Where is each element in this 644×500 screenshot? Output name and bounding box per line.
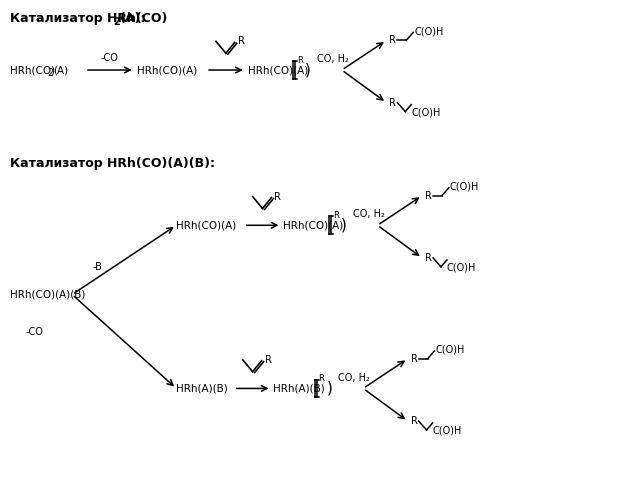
Text: R: R <box>425 253 432 263</box>
Text: (A):: (A): <box>120 12 147 25</box>
Text: CO, H₂: CO, H₂ <box>338 372 370 382</box>
Text: HRh(CO): HRh(CO) <box>10 65 55 75</box>
Text: C(O)H: C(O)H <box>435 345 465 355</box>
Text: (A): (A) <box>53 65 68 75</box>
Text: R: R <box>265 355 271 365</box>
Text: HRh(A)(B): HRh(A)(B) <box>274 384 325 394</box>
Text: C(O)H: C(O)H <box>447 263 477 273</box>
Text: 2: 2 <box>47 68 53 78</box>
Text: R: R <box>390 36 396 46</box>
Text: C(O)H: C(O)H <box>450 182 479 192</box>
Text: ): ) <box>341 218 346 233</box>
Text: R: R <box>298 56 303 64</box>
Text: R: R <box>411 416 417 426</box>
Text: R: R <box>411 354 417 364</box>
Text: Катализатор HRh(CO): Катализатор HRh(CO) <box>10 12 167 25</box>
Text: -CO: -CO <box>101 53 118 63</box>
Text: R: R <box>390 98 396 108</box>
Text: R: R <box>425 190 432 200</box>
Text: -CO: -CO <box>26 327 43 337</box>
Text: ): ) <box>327 381 332 396</box>
Text: HRh(A)(B): HRh(A)(B) <box>176 384 228 394</box>
Text: HRh(CO)(A)(B): HRh(CO)(A)(B) <box>10 290 85 300</box>
Text: Катализатор HRh(CO)(A)(B):: Катализатор HRh(CO)(A)(B): <box>10 158 214 170</box>
Text: HRh(CO)(A): HRh(CO)(A) <box>248 65 308 75</box>
Text: ): ) <box>305 62 311 78</box>
Text: HRh(CO)(A): HRh(CO)(A) <box>283 220 344 230</box>
Text: C(O)H: C(O)H <box>433 426 462 436</box>
Text: R: R <box>274 192 281 202</box>
Text: HRh(CO)(A): HRh(CO)(A) <box>137 65 197 75</box>
Text: C(O)H: C(O)H <box>414 26 444 36</box>
Text: R: R <box>319 374 325 383</box>
Text: C(O)H: C(O)H <box>412 108 440 118</box>
Text: HRh(CO)(A): HRh(CO)(A) <box>176 220 236 230</box>
Text: R: R <box>333 211 339 220</box>
Text: 2: 2 <box>113 16 120 26</box>
Text: -B: -B <box>92 262 102 272</box>
Text: CO, H₂: CO, H₂ <box>353 210 384 220</box>
Text: R: R <box>238 36 245 46</box>
Text: CO, H₂: CO, H₂ <box>317 54 349 64</box>
